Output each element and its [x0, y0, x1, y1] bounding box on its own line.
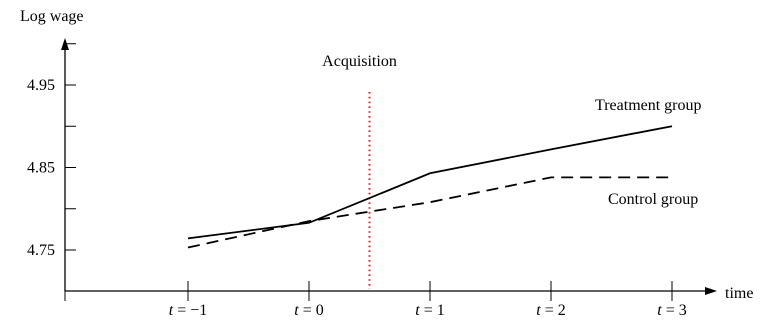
x-tick-label: t = 2: [536, 302, 565, 319]
x-tick-label: t = 0: [294, 302, 323, 319]
x-axis-label: time: [725, 285, 753, 302]
y-tick-label: 4.95: [27, 77, 55, 94]
control-group-label: Control group: [608, 191, 698, 208]
y-axis-label: Log wage: [20, 8, 84, 25]
event-marker: Acquisition: [322, 53, 397, 289]
x-tick-label: t = −1: [169, 302, 208, 319]
y-tick-label: 4.85: [27, 160, 55, 177]
x-axis-arrow: [705, 287, 717, 295]
series-group: [187, 125, 673, 249]
treatment-group-line: [187, 125, 673, 240]
x-tick-label: t = 3: [657, 302, 686, 319]
acquisition-label: Acquisition: [322, 53, 397, 70]
treatment-group-label: Treatment group: [595, 97, 702, 114]
axes: [61, 38, 717, 295]
ticks: 4.95 4.85 4.75 t = −1 t = 0 t = 1 t = 2 t = 3: [27, 43, 687, 319]
labels: Log wage time Treatment group Control group: [20, 8, 753, 302]
x-tick-label: t = 1: [415, 302, 444, 319]
control-group-line: [187, 176, 672, 249]
y-tick-label: 4.75: [27, 242, 55, 259]
